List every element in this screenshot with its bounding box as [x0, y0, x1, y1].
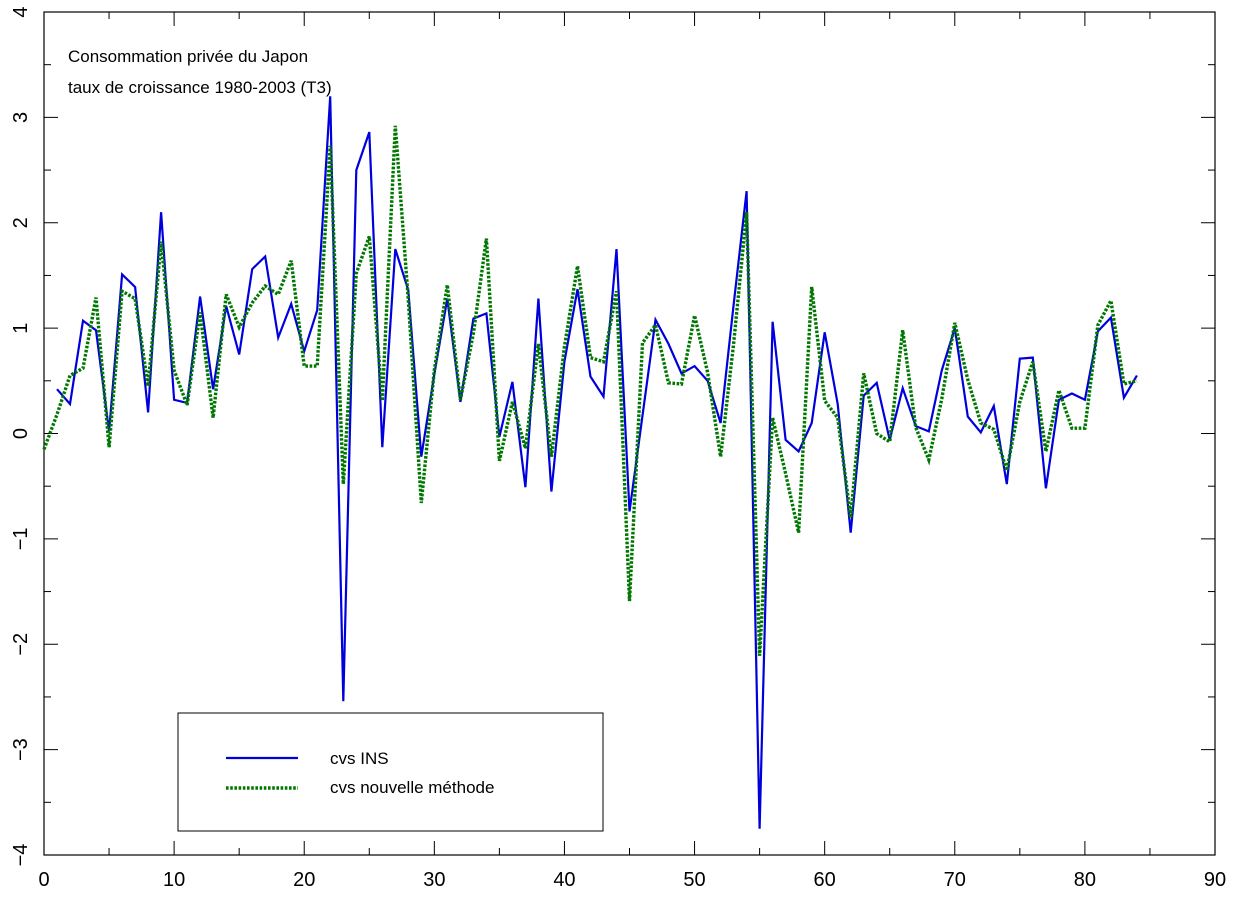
y-tick-label: 1	[10, 323, 32, 334]
x-tick-label: 20	[293, 869, 315, 891]
legend-box	[177, 712, 604, 832]
x-tick-label: 60	[814, 869, 836, 891]
y-tick-label: −4	[10, 844, 32, 867]
y-tick-label: 0	[10, 428, 32, 439]
x-tick-label: 90	[1204, 869, 1226, 891]
legend-label-cvs-nouvelle-methode: cvs nouvelle méthode	[330, 778, 494, 797]
series-line-0	[56, 96, 1138, 829]
y-tick-label: −1	[10, 527, 32, 550]
chart-title-line-1: Consommation privée du Japon	[68, 47, 308, 66]
series-line-1	[42, 125, 1138, 656]
x-tick-label: 70	[944, 869, 966, 891]
series-lines	[42, 96, 1138, 829]
x-tick-label: 30	[423, 869, 445, 891]
chart-title-line-2: taux de croissance 1980-2003 (T3)	[68, 78, 332, 97]
x-tick-label: 40	[553, 869, 575, 891]
axis-ticks	[43, 11, 1216, 856]
x-tick-label: 80	[1074, 869, 1096, 891]
y-axis-tick-labels: −4 −3 −2 −1 0 1 2 3 4	[10, 6, 32, 866]
y-tick-label: 3	[10, 112, 32, 123]
x-tick-label: 10	[163, 869, 185, 891]
y-tick-label: 2	[10, 217, 32, 228]
x-tick-label: 0	[38, 869, 49, 891]
legend-label-cvs-ins: cvs INS	[330, 749, 389, 768]
y-tick-label: −3	[10, 738, 32, 761]
chart-title: Consommation privée du Japon taux de cro…	[68, 47, 332, 97]
y-tick-label: −2	[10, 633, 32, 656]
x-axis-tick-labels: 0 10 20 30 40 50 60 70 80 90	[38, 869, 1226, 891]
legend: cvs INS cvs nouvelle méthode	[177, 712, 604, 832]
x-tick-label: 50	[683, 869, 705, 891]
y-tick-label: 4	[10, 6, 32, 17]
